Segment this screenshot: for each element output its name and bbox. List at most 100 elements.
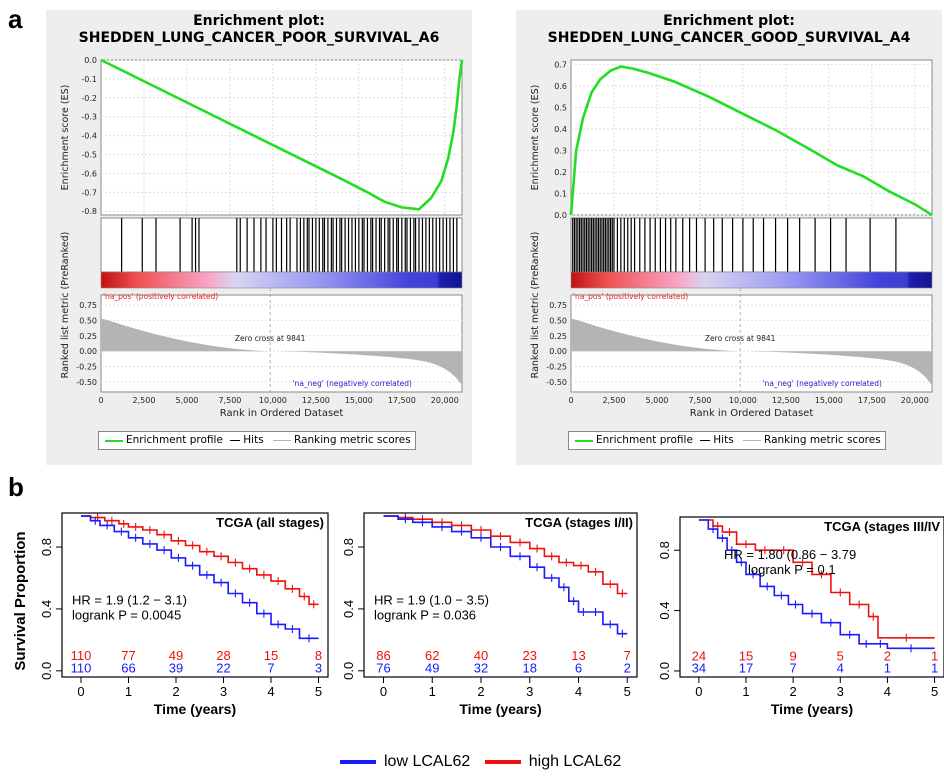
- km-curve-low: [698, 519, 935, 650]
- km-risk-number: 110: [71, 648, 92, 663]
- km-plot-all-stages: 0.0 0.4 0.8 0 1 2 3 4 5 Time (years) Survival Prop…: [0, 505, 330, 745]
- km-risk-number: 7: [267, 660, 274, 675]
- es-axis-label: Enrichment score (ES): [60, 85, 71, 191]
- es-tick-label: -0.5: [81, 151, 97, 160]
- km-risk-number: 110: [71, 660, 92, 675]
- es-tick-label: 0.1: [554, 189, 567, 198]
- km-hr-text: HR = 1.9 (1.2 − 3.1): [72, 592, 187, 607]
- km-risk-number: 24: [692, 648, 706, 663]
- km-plot-stages-1-2: 0.0 0.4 0.8 0 1 2 3 4 5 Time (years) TCGA (stages …: [330, 505, 642, 745]
- es-plot-area: [570, 59, 933, 216]
- x-tick-label: 5,000: [645, 396, 668, 405]
- km-plot-stages-3-4: 0.0 0.4 0.8 0 1 2 3 4 5 Time (years) TCGA (stages …: [642, 505, 944, 745]
- gsea-chart-svg: 0.0 -0.1 -0.2 -0.3 -0.4 -0.5 -0.6 -0.7 -0.8 Enric…: [60, 56, 464, 419]
- km-plot-frame: [363, 512, 638, 678]
- metric-tick-label: 0.50: [549, 316, 567, 325]
- km-y-tick-label: 0.8: [341, 538, 356, 556]
- km-risk-number: 49: [425, 660, 439, 675]
- km-x-tick-label: 5: [315, 684, 322, 699]
- es-tick-label: 0.0: [84, 56, 97, 65]
- metric-tick-label: 0.25: [549, 332, 567, 341]
- legend-low-label: low LCAL62: [384, 753, 471, 770]
- es-tick-label: 0.6: [554, 82, 567, 91]
- km-risk-number: 40: [474, 648, 488, 663]
- km-legend: low LCAL62 high LCAL62: [340, 752, 621, 772]
- legend-metric-label: Ranking metric scores: [294, 434, 411, 446]
- legend-profile-swatch: [105, 439, 123, 442]
- km-x-tick-label: 1: [742, 684, 749, 699]
- legend-hits-label: Hits: [713, 434, 734, 446]
- km-x-tick-label: 2: [477, 684, 484, 699]
- metric-tick-label: 0.00: [79, 347, 97, 356]
- rank-color-bar: [100, 271, 463, 289]
- km-logrank-text: logrank P = 0.036: [374, 607, 476, 622]
- km-risk-number: 66: [121, 660, 135, 675]
- km-risk-number: 4: [837, 660, 844, 675]
- km-logrank-text: logrank P = 0.1: [748, 562, 836, 577]
- km-x-tick-label: 3: [837, 684, 844, 699]
- km-risk-number: 6: [575, 660, 582, 675]
- es-tick-label: 0.7: [554, 60, 567, 69]
- es-tick-label: -0.7: [81, 188, 97, 197]
- km-risk-number: 7: [790, 660, 797, 675]
- es-tick-label: 0.0: [554, 211, 567, 220]
- metric-tick-label: 0.00: [549, 347, 567, 356]
- km-risk-number: 39: [169, 660, 183, 675]
- x-axis-label: Rank in Ordered Dataset: [690, 408, 814, 419]
- es-tick-label: -0.8: [81, 207, 97, 216]
- legend-metric-swatch: [273, 440, 292, 441]
- panel-letter-b: b: [8, 472, 24, 502]
- x-tick-label: 5,000: [175, 396, 198, 405]
- legend-high-swatch: [484, 759, 521, 764]
- km-risk-number: 1: [931, 648, 938, 663]
- km-risk-number: 2: [884, 648, 891, 663]
- zero-cross-label: Zero cross at 9841: [705, 334, 776, 343]
- km-curve-high: [81, 515, 319, 606]
- km-x-tick-label: 2: [790, 684, 797, 699]
- legend-hits-swatch: [700, 440, 711, 441]
- gsea-legend: Enrichment profile Hits Ranking metric s…: [98, 431, 416, 450]
- km-risk-number: 5: [837, 648, 844, 663]
- km-y-tick-label: 0.4: [341, 600, 356, 618]
- neg-label: 'na_neg' (negatively correlated): [293, 379, 413, 388]
- x-tick-label: 2,500: [133, 396, 156, 405]
- km-y-tick-label: 0.8: [657, 541, 672, 559]
- km-x-tick-label: 1: [429, 684, 436, 699]
- pos-label: 'na_pos' (positively correlated): [103, 292, 218, 301]
- gsea-plot-good-survival: Enrichment plot: SHEDDEN_LUNG_CANCER_GOO…: [516, 10, 942, 465]
- km-risk-number: 32: [474, 660, 488, 675]
- ranking-metric-area: [101, 318, 462, 386]
- km-risk-number: 49: [169, 648, 183, 663]
- es-tick-label: 0.3: [554, 146, 567, 155]
- km-title: TCGA (all stages): [216, 515, 324, 530]
- enrichment-profile-line: [100, 58, 464, 211]
- rank-color-bar: [570, 271, 933, 289]
- metric-tick-label: 0.75: [79, 301, 97, 310]
- km-risk-number: 8: [315, 648, 322, 663]
- x-tick-label: 15,000: [345, 396, 373, 405]
- legend-profile-swatch: [575, 439, 593, 442]
- metric-tick-label: -0.50: [76, 378, 97, 387]
- x-tick-label: 15,000: [815, 396, 843, 405]
- km-y-tick-label: 0.4: [39, 600, 54, 618]
- km-risk-number: 86: [376, 648, 390, 663]
- km-risk-number: 3: [315, 660, 322, 675]
- km-x-axis-label: Time (years): [771, 701, 853, 717]
- km-plot-frame: [679, 516, 944, 678]
- x-tick-label: 0: [568, 396, 573, 405]
- km-plot-frame: [61, 512, 329, 678]
- legend-high-label: high LCAL62: [528, 753, 622, 770]
- km-y-tick-label: 0.0: [39, 662, 54, 680]
- metric-axis-label: Ranked list metric (PreRanked): [530, 232, 541, 379]
- km-x-tick-label: 4: [884, 684, 891, 699]
- metric-tick-label: 0.50: [79, 316, 97, 325]
- es-tick-label: -0.6: [81, 169, 97, 178]
- km-risk-number: 77: [121, 648, 135, 663]
- km-risk-number: 13: [571, 648, 585, 663]
- x-axis-label: Rank in Ordered Dataset: [220, 408, 344, 419]
- x-tick-label: 0: [98, 396, 103, 405]
- x-tick-label: 17,500: [858, 396, 886, 405]
- km-y-tick-label: 0.4: [657, 602, 672, 620]
- km-x-tick-label: 2: [172, 684, 179, 699]
